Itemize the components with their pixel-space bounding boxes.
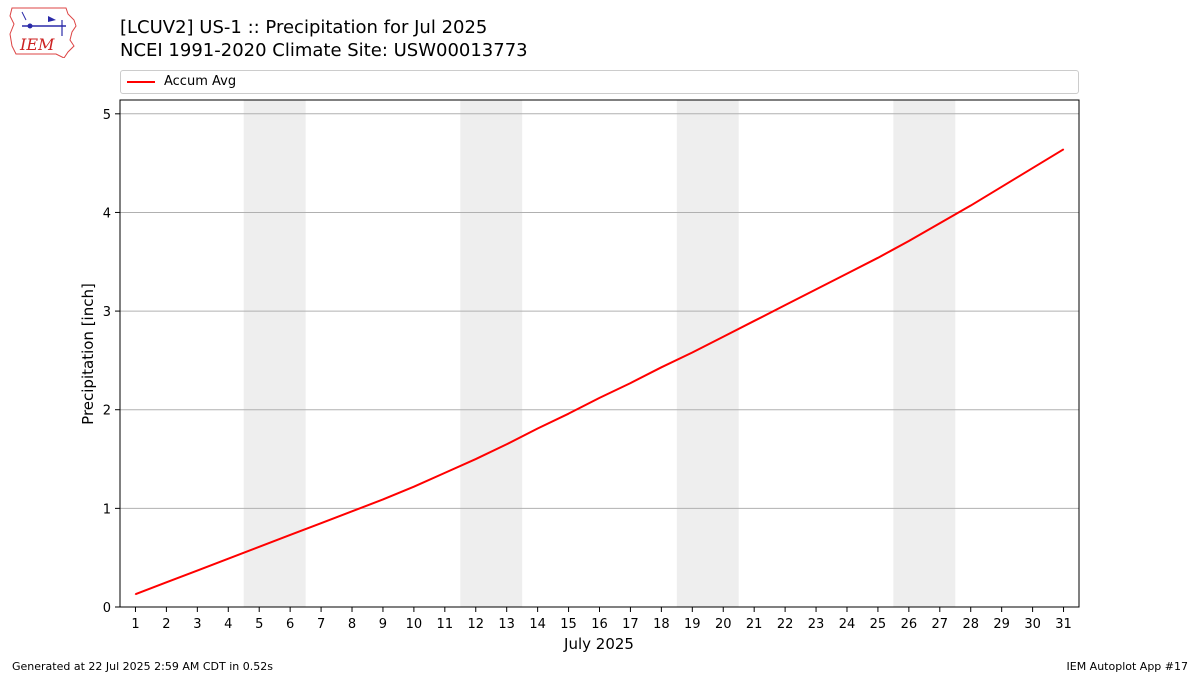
x-tick-label: 8	[348, 617, 356, 632]
data-point	[753, 320, 755, 322]
data-point	[598, 397, 601, 399]
data-point	[815, 288, 817, 290]
footer-generated-text: Generated at 22 Jul 2025 2:59 AM CDT in …	[12, 660, 273, 673]
x-tick-label: 5	[255, 617, 263, 632]
x-tick-label: 27	[932, 617, 949, 632]
y-gridlines-group	[120, 113, 1079, 509]
data-point	[660, 366, 662, 368]
x-tick-label: 22	[777, 617, 794, 632]
legend-line-swatch	[127, 81, 155, 83]
chart-title: [LCUV2] US-1 :: Precipitation for Jul 20…	[120, 17, 488, 38]
x-tick-label: 25	[870, 617, 887, 632]
legend: Accum Avg	[120, 70, 1079, 94]
svg-text:IEM: IEM	[19, 35, 55, 54]
chart-subtitle: NCEI 1991-2020 Climate Site: USW00013773	[120, 40, 528, 61]
x-tick-label: 7	[317, 617, 325, 632]
data-point	[846, 273, 848, 275]
y-tick-label: 1	[103, 502, 111, 517]
x-tick-label: 24	[839, 617, 856, 632]
data-point	[196, 569, 198, 572]
legend-label: Accum Avg	[164, 74, 237, 89]
data-point	[691, 351, 693, 354]
y-tick-label: 3	[103, 305, 111, 320]
x-tick-label: 11	[437, 617, 454, 632]
data-point	[939, 222, 941, 224]
weekend-band	[460, 100, 523, 607]
data-point	[413, 486, 415, 488]
x-tick-label: 2	[162, 617, 170, 632]
data-point	[1001, 186, 1003, 188]
y-tick-label: 2	[103, 404, 111, 419]
x-tick-label: 15	[560, 617, 577, 632]
x-tick-label: 17	[622, 617, 639, 632]
x-tick-label: 14	[529, 617, 546, 632]
data-point	[165, 581, 168, 583]
x-axis-label: July 2025	[563, 635, 634, 653]
data-point	[1031, 167, 1034, 169]
data-point	[877, 257, 879, 259]
x-tick-label: 16	[591, 617, 608, 632]
data-point	[258, 546, 260, 548]
x-tick-label: 10	[406, 617, 423, 632]
weekend-shading-group	[243, 100, 956, 607]
x-tick-label: 3	[193, 617, 201, 632]
x-tick-label: 18	[653, 617, 670, 632]
y-tick-label: 0	[103, 601, 111, 616]
data-point	[629, 382, 632, 384]
data-point	[1062, 148, 1065, 150]
y-tick-label: 5	[103, 108, 111, 123]
data-point	[506, 443, 508, 445]
footer-app-text: IEM Autoplot App #17	[1066, 660, 1189, 673]
x-tick-label: 31	[1055, 617, 1072, 632]
x-tick-label: 26	[901, 617, 918, 632]
y-axis-label: Precipitation [inch]	[79, 283, 97, 425]
x-tick-label: 4	[224, 617, 232, 632]
data-point	[475, 458, 477, 460]
x-tick-label: 20	[715, 617, 732, 632]
series-line-group	[134, 148, 1065, 596]
y-tick-label: 4	[103, 206, 111, 221]
x-tick-label: 6	[286, 617, 294, 632]
x-tick-label: 23	[808, 617, 825, 632]
x-tick-label: 9	[379, 617, 387, 632]
x-tick-label: 29	[993, 617, 1010, 632]
data-point	[289, 534, 291, 536]
x-tick-label: 21	[746, 617, 763, 632]
data-point	[320, 522, 322, 524]
x-tick-label: 12	[467, 617, 484, 632]
x-tick-label: 13	[498, 617, 515, 632]
x-tick-label: 30	[1024, 617, 1041, 632]
data-point	[784, 304, 786, 306]
y-axis-ticks-group: 0 1 2 3 4 5	[103, 108, 120, 616]
data-point	[134, 593, 137, 595]
data-point	[227, 558, 229, 560]
weekend-band	[676, 100, 739, 607]
x-axis-ticks-group: 1 2 3 4 5 6 7 8 9 10 11 12 13 14 15 16 17 18 19 20 21 22 23 24 2…	[131, 607, 1072, 632]
data-point	[908, 240, 910, 242]
x-tick-label: 1	[131, 617, 139, 632]
data-point	[382, 498, 384, 501]
data-point	[537, 427, 539, 430]
weekend-band	[893, 100, 956, 607]
data-point	[722, 336, 724, 338]
data-point	[970, 204, 972, 207]
data-point	[351, 510, 353, 512]
weekend-band	[243, 100, 306, 607]
iem-logo: IEM	[9, 7, 77, 58]
x-tick-label: 28	[962, 617, 979, 632]
x-tick-label: 19	[684, 617, 701, 632]
data-point	[567, 413, 570, 415]
data-point	[444, 472, 446, 474]
